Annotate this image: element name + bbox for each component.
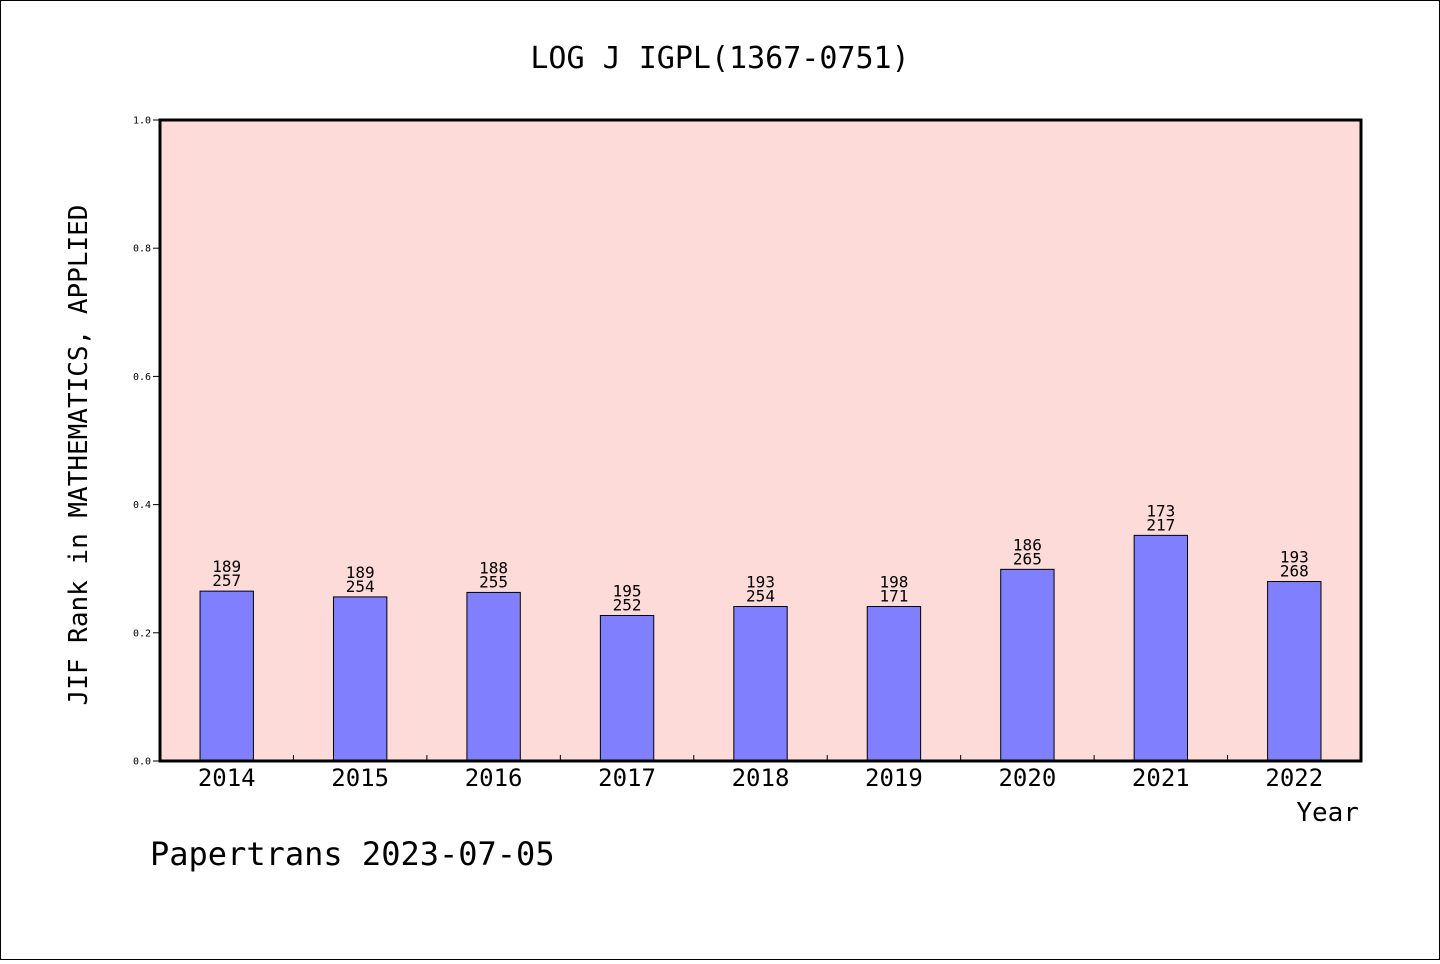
bar-rank-label: 189 <box>346 563 375 582</box>
x-tick-label: 2014 <box>198 764 256 792</box>
bar-total-label: 254 <box>346 577 375 596</box>
x-tick-label: 2019 <box>865 764 923 792</box>
bar-total-label: 255 <box>479 572 508 591</box>
x-tick-label: 2017 <box>598 764 656 792</box>
bar-2022 <box>1267 581 1322 762</box>
bars-group <box>199 534 1322 762</box>
y-tick-label: 1.0 <box>133 116 151 127</box>
bar-rank-label: 198 <box>879 573 908 592</box>
bar-rank-label: 189 <box>212 557 241 576</box>
watermark-text: Papertrans 2023-07-05 <box>150 835 555 873</box>
bar-2015 <box>332 596 388 762</box>
bar-total-label: 268 <box>1280 562 1309 581</box>
x-tick-label: 2021 <box>1132 764 1190 792</box>
bar-rank-label: 193 <box>746 573 775 592</box>
x-tick-label: 2020 <box>998 764 1056 792</box>
y-tick-label: 0.6 <box>133 372 151 383</box>
x-axis: 2014 2015 2016 2017 2018 2019 2020 2021 2022 <box>198 755 1323 792</box>
y-tick-label: 0.8 <box>133 244 151 255</box>
bar-total-label: 171 <box>879 587 908 606</box>
bar-2019 <box>866 606 922 762</box>
y-tick-label: 0.2 <box>133 628 151 639</box>
bar-total-label: 257 <box>212 571 241 590</box>
bar-rank-label: 188 <box>479 558 508 577</box>
bar-rank-label: 195 <box>613 581 642 600</box>
y-tick-label: 0.4 <box>133 500 151 511</box>
y-axis: 0.0 0.2 0.4 0.6 0.8 1.0 <box>133 116 160 768</box>
x-tick-label: 2016 <box>465 764 523 792</box>
bar-2021 <box>1133 534 1189 762</box>
bar-2016 <box>466 591 521 762</box>
bar-rank-label: 193 <box>1280 548 1309 567</box>
bar-total-label: 217 <box>1146 515 1175 534</box>
bar-rank-label: 186 <box>1013 535 1042 554</box>
x-tick-label: 2018 <box>732 764 790 792</box>
x-tick-label: 2022 <box>1265 764 1323 792</box>
bar-2017 <box>599 614 655 762</box>
y-tick-label: 0.0 <box>133 757 151 768</box>
y-axis-label: JIF Rank in MATHEMATICS, APPLIED <box>64 205 94 706</box>
bar-2018 <box>733 606 788 762</box>
plot-border <box>158 118 1363 763</box>
bar-total-label: 252 <box>613 595 642 614</box>
bar-total-label: 265 <box>1013 549 1042 568</box>
bar-total-label: 254 <box>746 587 775 606</box>
chart-title: LOG J IGPL(1367-0751) <box>530 41 909 76</box>
bar-2014 <box>199 590 254 762</box>
x-axis-label: Year <box>1296 798 1359 828</box>
bar-2020 <box>1000 568 1055 762</box>
x-tick-label: 2015 <box>331 764 389 792</box>
bar-rank-label: 173 <box>1146 501 1175 520</box>
